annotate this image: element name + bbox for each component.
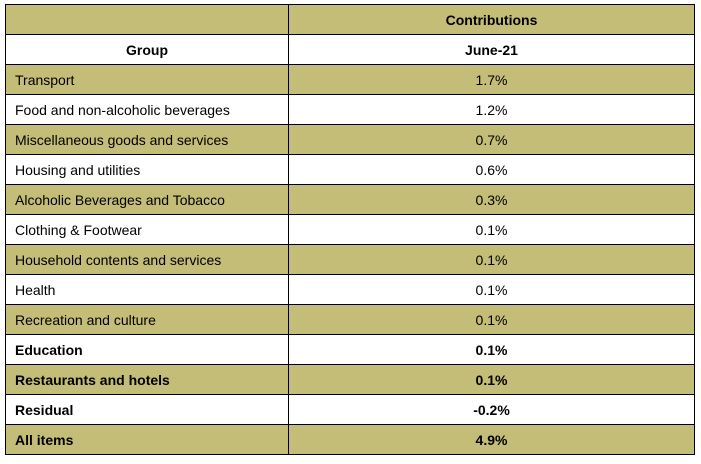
table-row: Alcoholic Beverages and Tobacco 0.3% [5,184,695,215]
group-cell: Restaurants and hotels [5,364,289,395]
header-blank-cell [5,4,289,35]
group-cell: Food and non-alcoholic beverages [5,94,289,125]
group-cell: Education [5,334,289,365]
group-cell: Recreation and culture [5,304,289,335]
table-header-row: Group June-21 [5,34,695,65]
header-group: Group [5,34,289,65]
group-cell: Housing and utilities [5,154,289,185]
contribution-value-cell: 4.9% [288,424,695,455]
group-cell: Transport [5,64,289,95]
contribution-value-cell: 0.1% [288,244,695,275]
contributions-table: Contributions Group June-21 Transport 1.7… [5,4,695,455]
contribution-value-cell: -0.2% [288,394,695,425]
group-cell: Clothing & Footwear [5,214,289,245]
table-row: Food and non-alcoholic beverages 1.2% [5,94,695,125]
table-header-row-top: Contributions [5,4,695,35]
table-row: Recreation and culture 0.1% [5,304,695,335]
group-cell: Health [5,274,289,305]
contribution-value-cell: 0.1% [288,304,695,335]
table-row: Household contents and services 0.1% [5,244,695,275]
group-cell: Alcoholic Beverages and Tobacco [5,184,289,215]
table-row: Miscellaneous goods and services 0.7% [5,124,695,155]
table-row: Housing and utilities 0.6% [5,154,695,185]
group-cell: Residual [5,394,289,425]
contributions-table-container: Contributions Group June-21 Transport 1.7… [5,4,695,455]
contribution-value-cell: 0.1% [288,214,695,245]
contribution-value-cell: 0.1% [288,364,695,395]
table-row: Clothing & Footwear 0.1% [5,214,695,245]
contribution-value-cell: 1.2% [288,94,695,125]
table-row: Health 0.1% [5,274,695,305]
contribution-value-cell: 1.7% [288,64,695,95]
contribution-value-cell: 0.3% [288,184,695,215]
table-row: Transport 1.7% [5,64,695,95]
table-row: Education 0.1% [5,334,695,365]
group-cell: All items [5,424,289,455]
group-cell: Miscellaneous goods and services [5,124,289,155]
header-contributions: Contributions [288,4,695,35]
contribution-value-cell: 0.1% [288,274,695,305]
table-row: All items 4.9% [5,424,695,455]
group-cell: Household contents and services [5,244,289,275]
table-row: Restaurants and hotels 0.1% [5,364,695,395]
table-row: Residual -0.2% [5,394,695,425]
contribution-value-cell: 0.6% [288,154,695,185]
contribution-value-cell: 0.7% [288,124,695,155]
contribution-value-cell: 0.1% [288,334,695,365]
header-period: June-21 [288,34,695,65]
